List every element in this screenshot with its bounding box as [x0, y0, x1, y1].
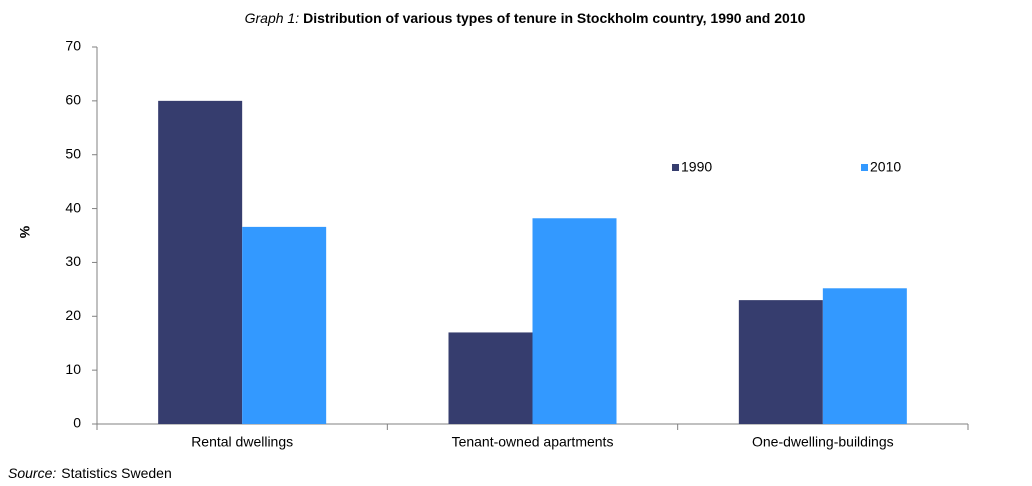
- bar: [242, 226, 327, 424]
- legend-label: 2010: [870, 159, 901, 175]
- y-tick-label: 60: [65, 92, 81, 108]
- bar: [822, 288, 907, 424]
- source-prefix: Source:: [8, 465, 56, 481]
- legend-label: 1990: [681, 159, 712, 175]
- y-tick-label: 30: [65, 253, 81, 269]
- bar: [738, 300, 823, 424]
- y-tick-label: 70: [65, 38, 81, 54]
- legend-swatch: [861, 164, 868, 171]
- source-line: Source: Statistics Sweden: [8, 465, 172, 481]
- y-axis-label: %: [17, 225, 33, 238]
- legend-swatch: [672, 164, 679, 171]
- y-tick-label: 40: [65, 199, 81, 215]
- bar: [158, 100, 243, 424]
- source: Statistics Sweden: [61, 465, 172, 481]
- chart-title-line: Graph 1: Distribution of various types of…: [245, 10, 806, 26]
- title-prefix: Graph 1:: [245, 10, 300, 26]
- x-tick-label: Rental dwellings: [191, 434, 293, 450]
- chart-title: Distribution of various types of tenure …: [303, 10, 806, 26]
- y-tick-label: 50: [65, 145, 81, 161]
- y-tick-label: 10: [65, 361, 81, 377]
- x-tick-label: One-dwelling-buildings: [752, 434, 894, 450]
- y-tick-label: 0: [73, 415, 81, 431]
- x-tick-label: Tenant-owned apartments: [452, 434, 614, 450]
- bar: [532, 218, 617, 424]
- bar: [448, 332, 533, 424]
- y-tick-label: 20: [65, 307, 81, 323]
